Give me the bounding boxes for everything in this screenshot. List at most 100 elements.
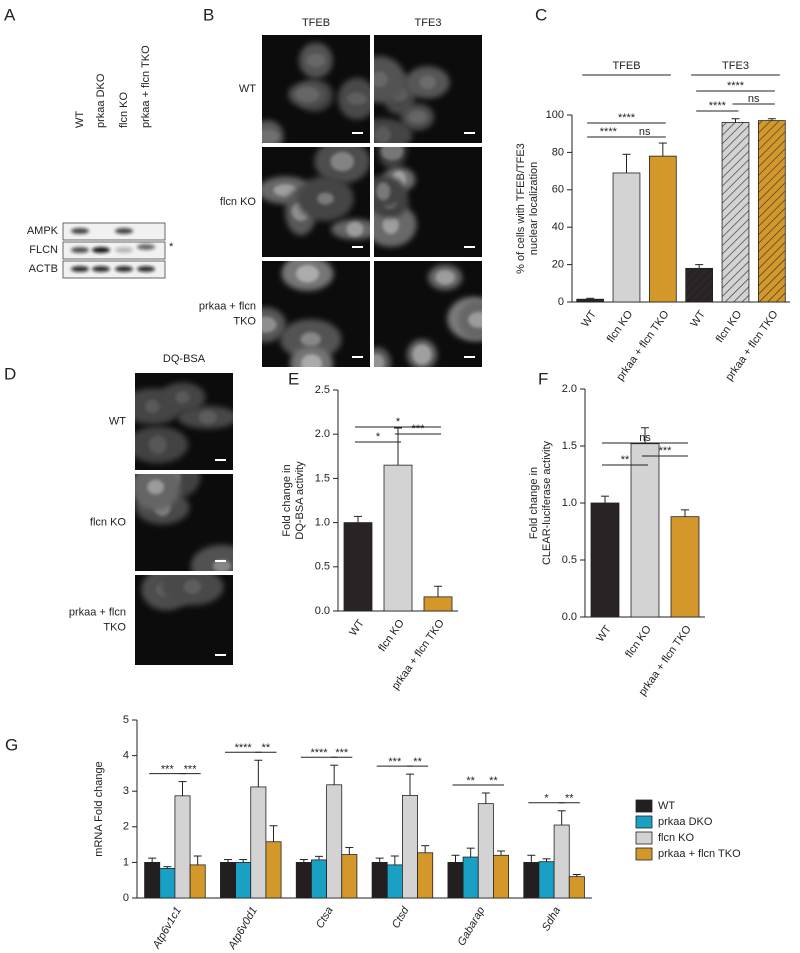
nucleus [346,221,364,237]
bar [383,464,413,612]
cells [135,474,233,571]
y-tick-label: 100 [546,109,564,121]
bar [685,267,714,303]
nucleus [295,86,320,103]
bar [447,862,464,899]
blot-strip [62,222,166,241]
x-tick-label: Ctsd [390,904,412,930]
nucleus [435,270,455,285]
panel-letter: B [203,5,214,24]
bar [423,596,453,612]
x-tick-label: Sdha [540,905,563,933]
bar [477,803,494,899]
bar [159,868,176,899]
blot-band [137,266,155,272]
bar [721,122,750,303]
nucleus [295,265,320,283]
significance-label: ns [639,432,651,444]
x-tick-label: Ctsa [314,905,336,931]
row-label: WT [239,83,256,95]
y-axis-label: mRNA Fold change [93,761,105,856]
significance-label: **** [709,100,727,112]
y-tick-label: 0.0 [315,605,330,617]
significance-label: ** [621,454,630,466]
nucleus [419,75,436,90]
significance-label: **** [310,747,328,759]
y-tick-label: 3 [123,785,129,797]
bar [326,784,343,899]
blot-band [71,228,89,234]
bar [265,841,282,899]
panel-letter: D [4,364,16,383]
y-axis-label: CLEAR-luciferase activity [541,440,553,565]
significance-label: ** [262,742,271,754]
bar [568,876,585,899]
y-tick-label: 1 [123,856,129,868]
bar [612,172,641,303]
cells [262,147,370,240]
x-tick-label: flcn KO [623,623,654,660]
bar [670,516,700,618]
row-label: flcn KO [90,516,127,528]
nucleus [374,71,388,88]
significance-label: * [544,793,549,805]
y-tick-label: 2.5 [315,384,330,396]
y-tick-label: 1.0 [315,517,330,529]
lane-label: flcn KO [118,91,130,128]
bar [174,795,191,899]
x-tick-label: flcn KO [376,617,407,654]
nucleus [346,92,368,105]
nucleus [212,559,231,571]
blot-band [115,228,133,234]
y-tick-label: 1.0 [562,497,577,509]
y-tick-label: 0 [123,892,129,904]
bar [371,862,388,899]
bar [295,862,312,899]
cells [262,261,342,367]
y-axis-label: nuclear localization [528,162,540,256]
legend-label: flcn KO [658,832,695,844]
blot-marker: * [169,241,174,253]
significance-label: **** [600,126,618,138]
nucleus [382,215,399,235]
y-tick-label: 0.5 [315,561,330,573]
y-axis-label: Fold change in [281,464,293,536]
y-axis-label: Fold change in [528,467,540,539]
blot-band [115,266,133,272]
significance-label: **** [727,80,745,92]
panel-letter: A [4,5,16,24]
blot-band [71,266,89,272]
blot-band [115,247,133,253]
cells [135,382,233,464]
nucleus [300,332,321,347]
row-label: WT [109,415,126,427]
x-tick-label: WT [579,308,599,329]
y-tick-label: 60 [552,184,564,196]
x-tick-label: flcn KO [605,308,636,345]
column-label: DQ-BSA [163,353,206,365]
blot-band [137,244,155,250]
nucleus [468,311,482,328]
bar [311,859,327,899]
nucleus [262,129,280,143]
group-label: TFEB [612,60,640,72]
nucleus [408,110,427,124]
significance-label: *** [184,763,198,775]
y-tick-label: 1.5 [562,440,577,452]
blot-row-label: FLCN [29,244,58,256]
bar [757,120,786,303]
cells [374,264,482,367]
bar [402,795,418,899]
nucleus [183,579,202,595]
nucleus [317,192,334,205]
significance-label: ** [489,775,498,787]
y-tick-label: 20 [552,259,564,271]
nucleus [306,53,326,68]
y-tick-label: 0.5 [562,554,577,566]
significance-label: * [396,416,401,428]
row-label: prkaa + flcn [199,300,256,312]
significance-label: ** [565,793,574,805]
significance-label: *** [161,763,175,775]
significance-label: **** [235,742,253,754]
